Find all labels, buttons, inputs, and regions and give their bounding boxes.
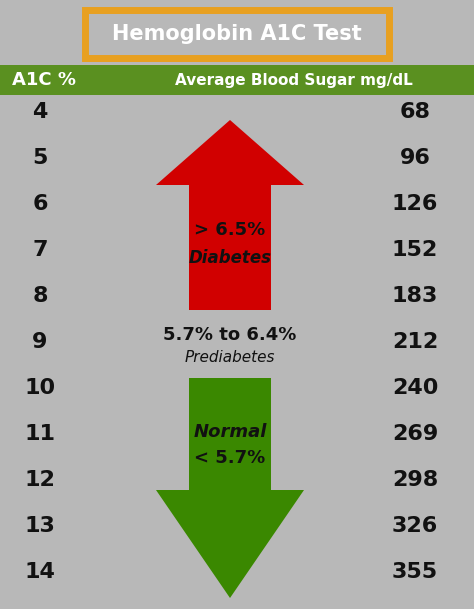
Text: < 5.7%: < 5.7% bbox=[194, 449, 265, 467]
Text: 183: 183 bbox=[392, 286, 438, 306]
Text: 10: 10 bbox=[25, 378, 55, 398]
Polygon shape bbox=[156, 378, 304, 598]
Text: 4: 4 bbox=[32, 102, 48, 122]
Text: Hemoglobin A1C Test: Hemoglobin A1C Test bbox=[112, 24, 362, 44]
Text: Average Blood Sugar mg/dL: Average Blood Sugar mg/dL bbox=[175, 72, 413, 88]
Text: 8: 8 bbox=[32, 286, 48, 306]
Text: A1C %: A1C % bbox=[12, 71, 76, 89]
Text: Diabetes: Diabetes bbox=[189, 249, 272, 267]
Text: 9: 9 bbox=[32, 332, 48, 352]
Text: Prediabetes: Prediabetes bbox=[185, 350, 275, 365]
Text: 126: 126 bbox=[392, 194, 438, 214]
Text: 355: 355 bbox=[392, 562, 438, 582]
Text: 11: 11 bbox=[25, 424, 55, 444]
Text: 96: 96 bbox=[400, 148, 430, 168]
Text: 13: 13 bbox=[25, 516, 55, 536]
Text: 5: 5 bbox=[32, 148, 48, 168]
Text: 269: 269 bbox=[392, 424, 438, 444]
Text: > 6.5%: > 6.5% bbox=[194, 221, 265, 239]
Text: 68: 68 bbox=[400, 102, 430, 122]
Text: Normal: Normal bbox=[193, 423, 267, 441]
FancyBboxPatch shape bbox=[0, 65, 474, 95]
FancyBboxPatch shape bbox=[85, 10, 389, 58]
Text: 212: 212 bbox=[392, 332, 438, 352]
Text: 7: 7 bbox=[32, 240, 48, 260]
Text: 326: 326 bbox=[392, 516, 438, 536]
Text: 6: 6 bbox=[32, 194, 48, 214]
Text: 298: 298 bbox=[392, 470, 438, 490]
Text: 12: 12 bbox=[25, 470, 55, 490]
Text: 152: 152 bbox=[392, 240, 438, 260]
Text: 14: 14 bbox=[25, 562, 55, 582]
Polygon shape bbox=[156, 120, 304, 310]
Text: 240: 240 bbox=[392, 378, 438, 398]
Text: 5.7% to 6.4%: 5.7% to 6.4% bbox=[164, 326, 297, 344]
